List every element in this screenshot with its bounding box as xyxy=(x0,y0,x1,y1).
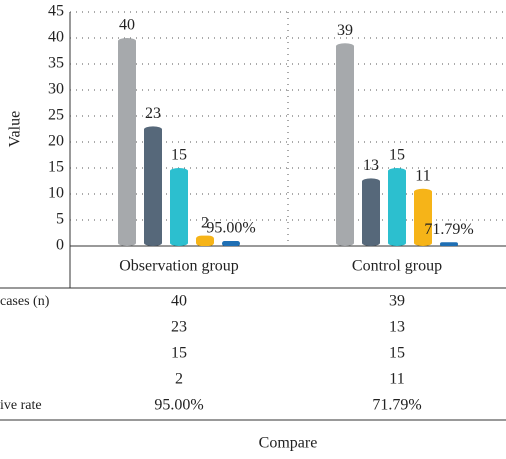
y-tick-label: 10 xyxy=(48,185,64,202)
table-cell: 95.00% xyxy=(154,397,203,414)
table-cell: 13 xyxy=(389,319,405,336)
data-label: 11 xyxy=(415,167,430,184)
bar xyxy=(118,38,136,246)
bar xyxy=(388,168,406,246)
table-cell: 2 xyxy=(175,371,183,388)
table-cell: 39 xyxy=(389,293,405,310)
bar xyxy=(362,178,380,246)
bar xyxy=(440,242,458,246)
table-cell: 23 xyxy=(171,319,187,336)
x-tick-label: Control group xyxy=(352,258,442,275)
bar xyxy=(170,168,188,246)
data-label: 23 xyxy=(145,105,161,122)
table-cell: 40 xyxy=(171,293,187,310)
y-tick-label: 0 xyxy=(56,237,64,254)
y-tick-label: 15 xyxy=(48,159,64,176)
data-label: 95.00% xyxy=(206,220,255,237)
table-cell: 15 xyxy=(171,345,187,362)
y-tick-label: 40 xyxy=(48,29,64,46)
table-cell: 15 xyxy=(389,345,405,362)
data-label: 15 xyxy=(171,147,187,164)
x-tick-label: Observation group xyxy=(119,258,239,275)
row-label: ive rate xyxy=(0,398,42,413)
bar xyxy=(414,188,432,246)
y-tick-label: 20 xyxy=(48,133,64,150)
data-label: 40 xyxy=(119,17,135,34)
y-tick-label: 35 xyxy=(48,55,64,72)
data-label: 39 xyxy=(337,22,353,39)
bar xyxy=(144,126,162,246)
y-tick-label: 30 xyxy=(48,81,64,98)
table-cell: 11 xyxy=(389,371,404,388)
y-tick-label: 5 xyxy=(56,211,64,228)
bar xyxy=(336,43,354,247)
data-label: 71.79% xyxy=(424,221,473,238)
data-label: 13 xyxy=(363,157,379,174)
bar xyxy=(196,235,214,246)
y-tick-label: 45 xyxy=(48,3,64,20)
y-axis-label: Value xyxy=(7,111,24,147)
data-label: 15 xyxy=(389,147,405,164)
row-label: cases (n) xyxy=(0,294,50,309)
bar xyxy=(222,241,240,246)
x-axis-label: Compare xyxy=(259,435,318,452)
table-cell: 71.79% xyxy=(372,397,421,414)
data-label: 2 xyxy=(201,214,209,231)
y-tick-label: 25 xyxy=(48,107,64,124)
